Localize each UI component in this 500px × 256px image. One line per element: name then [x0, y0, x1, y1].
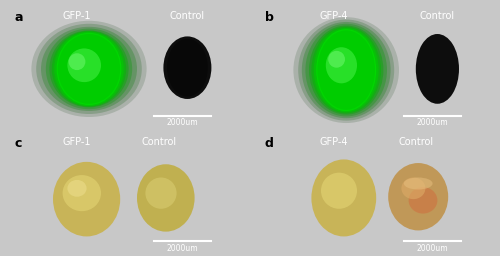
Ellipse shape — [328, 51, 345, 68]
Text: GFP-1: GFP-1 — [63, 137, 91, 147]
Ellipse shape — [167, 39, 208, 97]
Ellipse shape — [326, 47, 357, 83]
Ellipse shape — [68, 53, 86, 70]
Ellipse shape — [416, 34, 459, 104]
Ellipse shape — [36, 24, 142, 114]
Ellipse shape — [298, 19, 394, 121]
Ellipse shape — [164, 36, 212, 99]
Text: GFP-4: GFP-4 — [320, 137, 348, 147]
Ellipse shape — [58, 34, 120, 104]
Text: c: c — [14, 137, 22, 150]
Ellipse shape — [52, 31, 126, 107]
Text: GFP-4: GFP-4 — [320, 11, 348, 21]
Text: 2000um: 2000um — [167, 244, 198, 253]
Ellipse shape — [62, 175, 101, 211]
Ellipse shape — [318, 30, 375, 110]
Ellipse shape — [309, 26, 384, 115]
Ellipse shape — [46, 29, 132, 109]
Ellipse shape — [316, 29, 376, 111]
Ellipse shape — [314, 28, 378, 112]
Ellipse shape — [137, 164, 194, 232]
Ellipse shape — [146, 177, 176, 209]
Ellipse shape — [302, 22, 390, 118]
Text: GFP-1: GFP-1 — [63, 11, 91, 21]
Text: Control: Control — [420, 11, 455, 21]
Ellipse shape — [68, 48, 101, 82]
Ellipse shape — [50, 30, 128, 108]
Ellipse shape — [408, 187, 438, 214]
Text: d: d — [264, 137, 274, 150]
Ellipse shape — [294, 17, 399, 123]
Text: a: a — [14, 11, 23, 24]
Ellipse shape — [32, 21, 146, 117]
Ellipse shape — [312, 159, 376, 237]
Ellipse shape — [321, 173, 357, 209]
Ellipse shape — [402, 177, 425, 199]
Ellipse shape — [404, 177, 432, 189]
Ellipse shape — [54, 31, 124, 106]
Text: 2000um: 2000um — [417, 244, 448, 253]
Text: Control: Control — [398, 137, 434, 147]
Ellipse shape — [68, 180, 86, 197]
Text: Control: Control — [141, 137, 176, 147]
Text: b: b — [264, 11, 274, 24]
Text: 2000um: 2000um — [167, 118, 198, 127]
Text: Control: Control — [170, 11, 205, 21]
Ellipse shape — [41, 27, 137, 111]
Text: 2000um: 2000um — [417, 118, 448, 127]
Ellipse shape — [388, 163, 448, 230]
Ellipse shape — [306, 24, 387, 116]
Ellipse shape — [56, 33, 122, 105]
Ellipse shape — [312, 27, 381, 113]
Ellipse shape — [53, 162, 120, 237]
